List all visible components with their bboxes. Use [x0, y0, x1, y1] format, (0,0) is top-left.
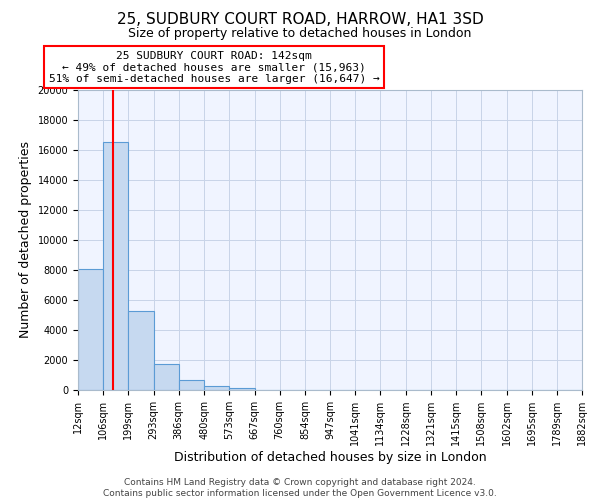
- Text: Contains HM Land Registry data © Crown copyright and database right 2024.
Contai: Contains HM Land Registry data © Crown c…: [103, 478, 497, 498]
- Bar: [154, 364, 179, 390]
- Bar: [128, 310, 154, 390]
- Text: 25, SUDBURY COURT ROAD, HARROW, HA1 3SD: 25, SUDBURY COURT ROAD, HARROW, HA1 3SD: [116, 12, 484, 28]
- Text: Size of property relative to detached houses in London: Size of property relative to detached ho…: [128, 28, 472, 40]
- Y-axis label: Number of detached properties: Number of detached properties: [19, 142, 32, 338]
- Text: 25 SUDBURY COURT ROAD: 142sqm
← 49% of detached houses are smaller (15,963)
51% : 25 SUDBURY COURT ROAD: 142sqm ← 49% of d…: [49, 51, 379, 84]
- Bar: [204, 386, 229, 390]
- Bar: [229, 388, 254, 390]
- X-axis label: Distribution of detached houses by size in London: Distribution of detached houses by size …: [173, 451, 487, 464]
- Bar: [103, 142, 128, 390]
- Bar: [78, 268, 103, 390]
- Bar: [179, 380, 204, 390]
